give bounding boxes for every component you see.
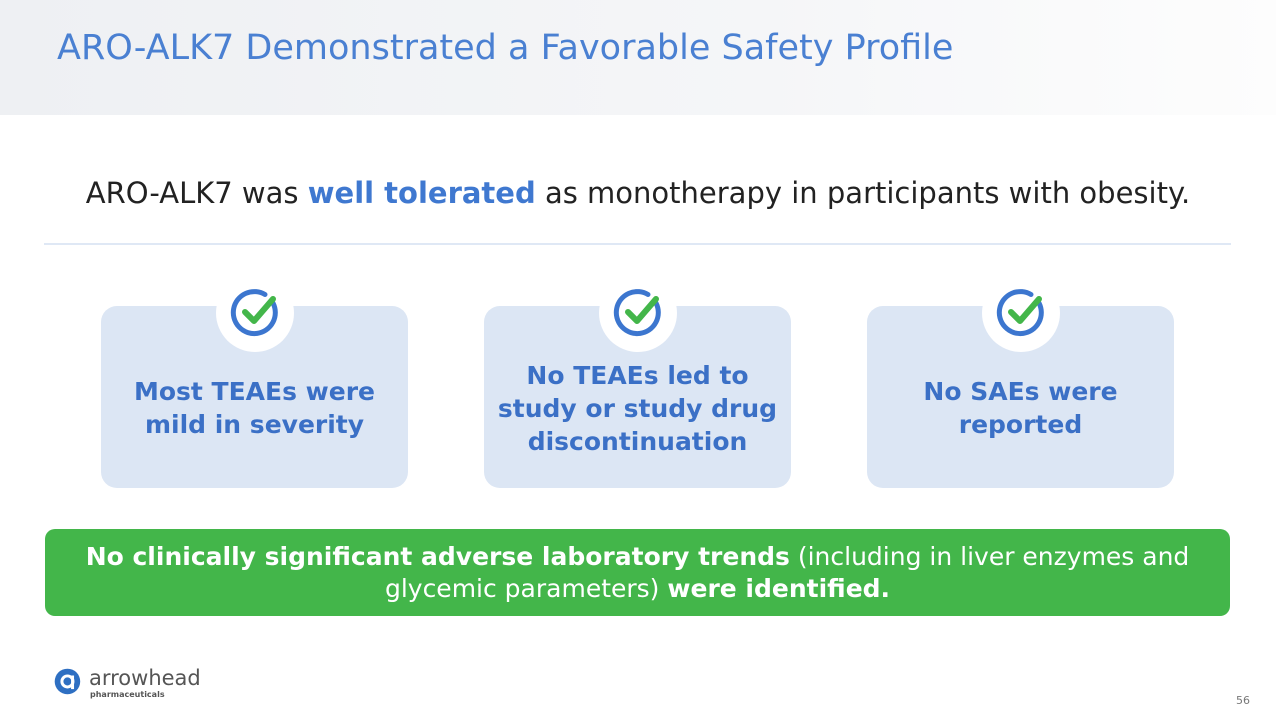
header-band [0, 0, 1276, 115]
text-run: ARO-ALK7 was [85, 176, 308, 210]
card-line: mild in severity [144, 410, 365, 439]
card-line: No SAEs were [923, 377, 1118, 406]
text-run: (including in liver enzymes and glycemic… [384, 541, 1190, 603]
banner: No clinically significant adverse labora… [45, 529, 1230, 616]
divider [44, 243, 1231, 245]
text-run: as monotherapy in participants with obes… [535, 176, 1191, 210]
card-line: reported [958, 410, 1083, 439]
check-icon [215, 274, 294, 352]
logo-sub: pharmaceuticals [90, 690, 165, 699]
banner-text: No clinically significant adverse labora… [65, 541, 1210, 605]
card-line: Most TEAEs were [133, 377, 376, 406]
text-run: well tolerated [307, 176, 536, 210]
logo-icon [54, 668, 81, 695]
page-number: 56 [1236, 694, 1250, 707]
summary: ARO-ALK7 was well tolerated as monothera… [0, 176, 1276, 210]
logo-name: arrowhead [89, 666, 201, 690]
check-icon [598, 274, 677, 352]
check-icon [981, 274, 1060, 352]
card-line: study or study drug [497, 393, 778, 423]
text-run: No clinically significant adverse labora… [85, 541, 790, 571]
card-line: No TEAEs led to [526, 360, 749, 390]
slide-title: ARO-ALK7 Demonstrated a Favorable Safety… [57, 28, 954, 68]
card-line: discontinuation [527, 426, 748, 456]
text-run: were identified. [667, 573, 891, 603]
